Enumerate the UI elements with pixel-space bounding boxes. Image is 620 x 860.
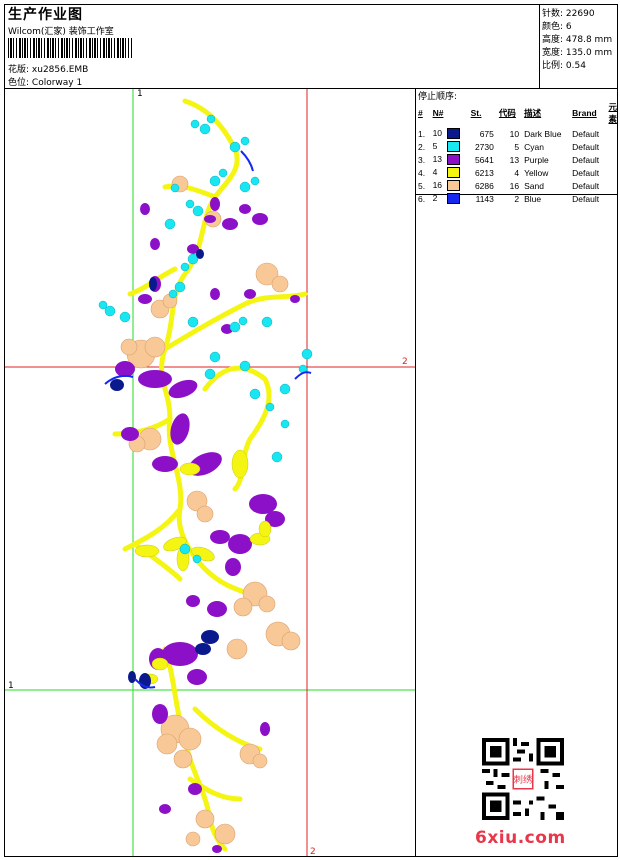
guide-label-green-left: 1 (8, 681, 14, 691)
row-element (606, 127, 620, 140)
barcode (8, 38, 132, 58)
color-row: 1. 10 675 10 Dark Blue Default (416, 127, 620, 140)
col-element: 元素 (608, 102, 617, 124)
stat-colors: 颜色: 6 (542, 22, 572, 32)
row-index: 3. (418, 154, 426, 165)
row-stitches: 1143 (475, 193, 494, 204)
color-swatch (446, 128, 460, 140)
row-description: Dark Blue (524, 128, 562, 139)
color-table-header: # N# St. 代码 描述 Brand 元素 (416, 101, 620, 127)
row-element (606, 153, 620, 166)
color-row: 3. 13 5641 13 Purple Default (416, 153, 620, 166)
qr-code: 刺绣 (482, 738, 564, 820)
color-row: 5. 16 6286 16 Sand Default (416, 179, 620, 192)
row-needle: 4 (431, 166, 469, 179)
row-code: 2 (514, 193, 520, 204)
color-row: 4. 4 6213 4 Yellow Default (416, 166, 620, 179)
row-description: Sand (524, 180, 544, 191)
color-swatch (446, 180, 460, 192)
row-needle: 13 (431, 153, 469, 166)
row-description: Cyan (524, 141, 544, 152)
col-stitches: St. (470, 108, 482, 118)
color-swatch (446, 154, 460, 166)
stat-height: 高度: 478.8 mm (542, 35, 613, 45)
row-code: 4 (514, 167, 520, 178)
row-index: 1. (418, 128, 426, 139)
row-needle: 5 (431, 140, 469, 153)
row-needle: 16 (431, 179, 469, 192)
guide-label-red-right: 2 (402, 357, 408, 367)
color-swatch (446, 193, 460, 205)
stat-width: 宽度: 135.0 mm (542, 48, 613, 58)
col-brand: Brand (572, 108, 597, 118)
legend-divider (415, 194, 618, 195)
row-element (606, 179, 620, 192)
row-code: 10 (509, 128, 520, 139)
row-index: 2. (418, 141, 426, 152)
row-stitches: 6286 (474, 180, 494, 191)
col-index: # (418, 108, 423, 118)
row-index: 6. (418, 193, 426, 204)
row-brand: Default (572, 128, 600, 139)
stat-scale: 比例: 0.54 (542, 61, 586, 71)
col-needle: N# (432, 108, 444, 118)
page-title: 生产作业图 (8, 7, 83, 23)
row-index: 5. (418, 180, 426, 191)
design-file: 花版: xu2856.EMB (8, 65, 89, 75)
header-divider (4, 88, 618, 89)
row-index: 4. (418, 167, 426, 178)
row-stitches: 5641 (474, 154, 494, 165)
floral-design (98, 98, 313, 853)
row-brand: Default (572, 154, 600, 165)
color-row: 6. 2 1143 2 Blue Default (416, 192, 620, 205)
qr-badge-text: 刺绣 (514, 774, 533, 786)
panel-divider (415, 88, 416, 857)
row-stitches: 2730 (474, 141, 494, 152)
stop-sequence-title: 停止顺序: (418, 92, 458, 102)
row-stitches: 6213 (474, 167, 494, 178)
row-brand: Default (572, 193, 600, 204)
row-needle: 10 (431, 127, 469, 140)
row-stitches: 675 (479, 128, 494, 139)
row-brand: Default (572, 167, 600, 178)
color-swatch (446, 167, 460, 179)
row-brand: Default (572, 180, 600, 191)
stats-divider (539, 4, 540, 88)
row-brand: Default (572, 141, 600, 152)
col-code: 代码 (498, 108, 516, 118)
row-needle: 2 (431, 192, 469, 205)
colorway: 色位: Colorway 1 (8, 78, 83, 88)
row-element (606, 166, 620, 179)
worksheet-frame (4, 4, 618, 857)
color-swatch (446, 141, 460, 153)
color-sequence-table: # N# St. 代码 描述 Brand 元素 1. 10 675 10 Dark Bl… (416, 101, 620, 205)
row-code: 16 (509, 180, 520, 191)
row-code: 13 (509, 154, 520, 165)
row-element (606, 140, 620, 153)
color-row: 2. 5 2730 5 Cyan Default (416, 140, 620, 153)
row-description: Purple (524, 154, 549, 165)
col-description: 描述 (524, 108, 542, 118)
embroidery-preview (5, 89, 415, 856)
row-element (606, 192, 620, 205)
watermark: 6xiu.com (475, 828, 566, 848)
row-description: Yellow (524, 167, 549, 178)
row-description: Blue (524, 193, 542, 204)
guide-label-green-top: 1 (137, 89, 143, 99)
row-code: 5 (514, 141, 520, 152)
stat-stitches: 针数: 22690 (542, 9, 595, 19)
studio-name: Wilcom(汇家) 装饰工作室 (8, 27, 114, 37)
guide-label-red-bottom: 2 (310, 847, 316, 857)
